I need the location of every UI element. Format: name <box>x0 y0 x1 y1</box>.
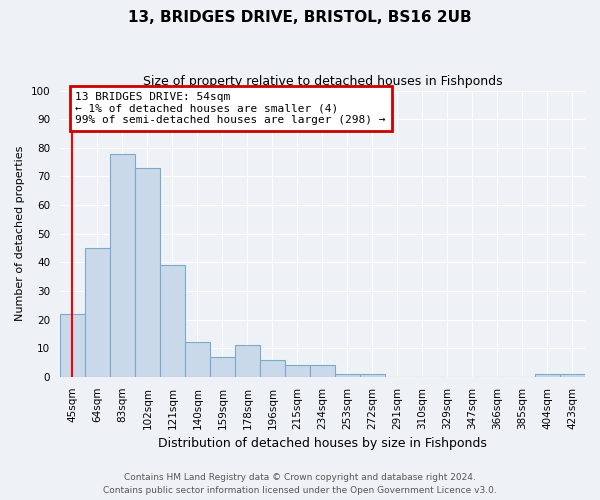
X-axis label: Distribution of detached houses by size in Fishponds: Distribution of detached houses by size … <box>158 437 487 450</box>
Bar <box>310 366 335 377</box>
Bar <box>560 374 585 377</box>
Y-axis label: Number of detached properties: Number of detached properties <box>15 146 25 322</box>
Bar <box>160 265 185 377</box>
Text: 13, BRIDGES DRIVE, BRISTOL, BS16 2UB: 13, BRIDGES DRIVE, BRISTOL, BS16 2UB <box>128 10 472 25</box>
Bar <box>235 346 260 377</box>
Bar <box>135 168 160 377</box>
Title: Size of property relative to detached houses in Fishponds: Size of property relative to detached ho… <box>143 75 502 88</box>
Bar <box>335 374 360 377</box>
Bar <box>360 374 385 377</box>
Bar <box>85 248 110 377</box>
Bar <box>60 314 85 377</box>
Bar <box>535 374 560 377</box>
Bar <box>185 342 210 377</box>
Text: 13 BRIDGES DRIVE: 54sqm
← 1% of detached houses are smaller (4)
99% of semi-deta: 13 BRIDGES DRIVE: 54sqm ← 1% of detached… <box>76 92 386 125</box>
Bar <box>285 366 310 377</box>
Bar <box>210 357 235 377</box>
Bar <box>110 154 135 377</box>
Text: Contains HM Land Registry data © Crown copyright and database right 2024.
Contai: Contains HM Land Registry data © Crown c… <box>103 474 497 495</box>
Bar <box>260 360 285 377</box>
